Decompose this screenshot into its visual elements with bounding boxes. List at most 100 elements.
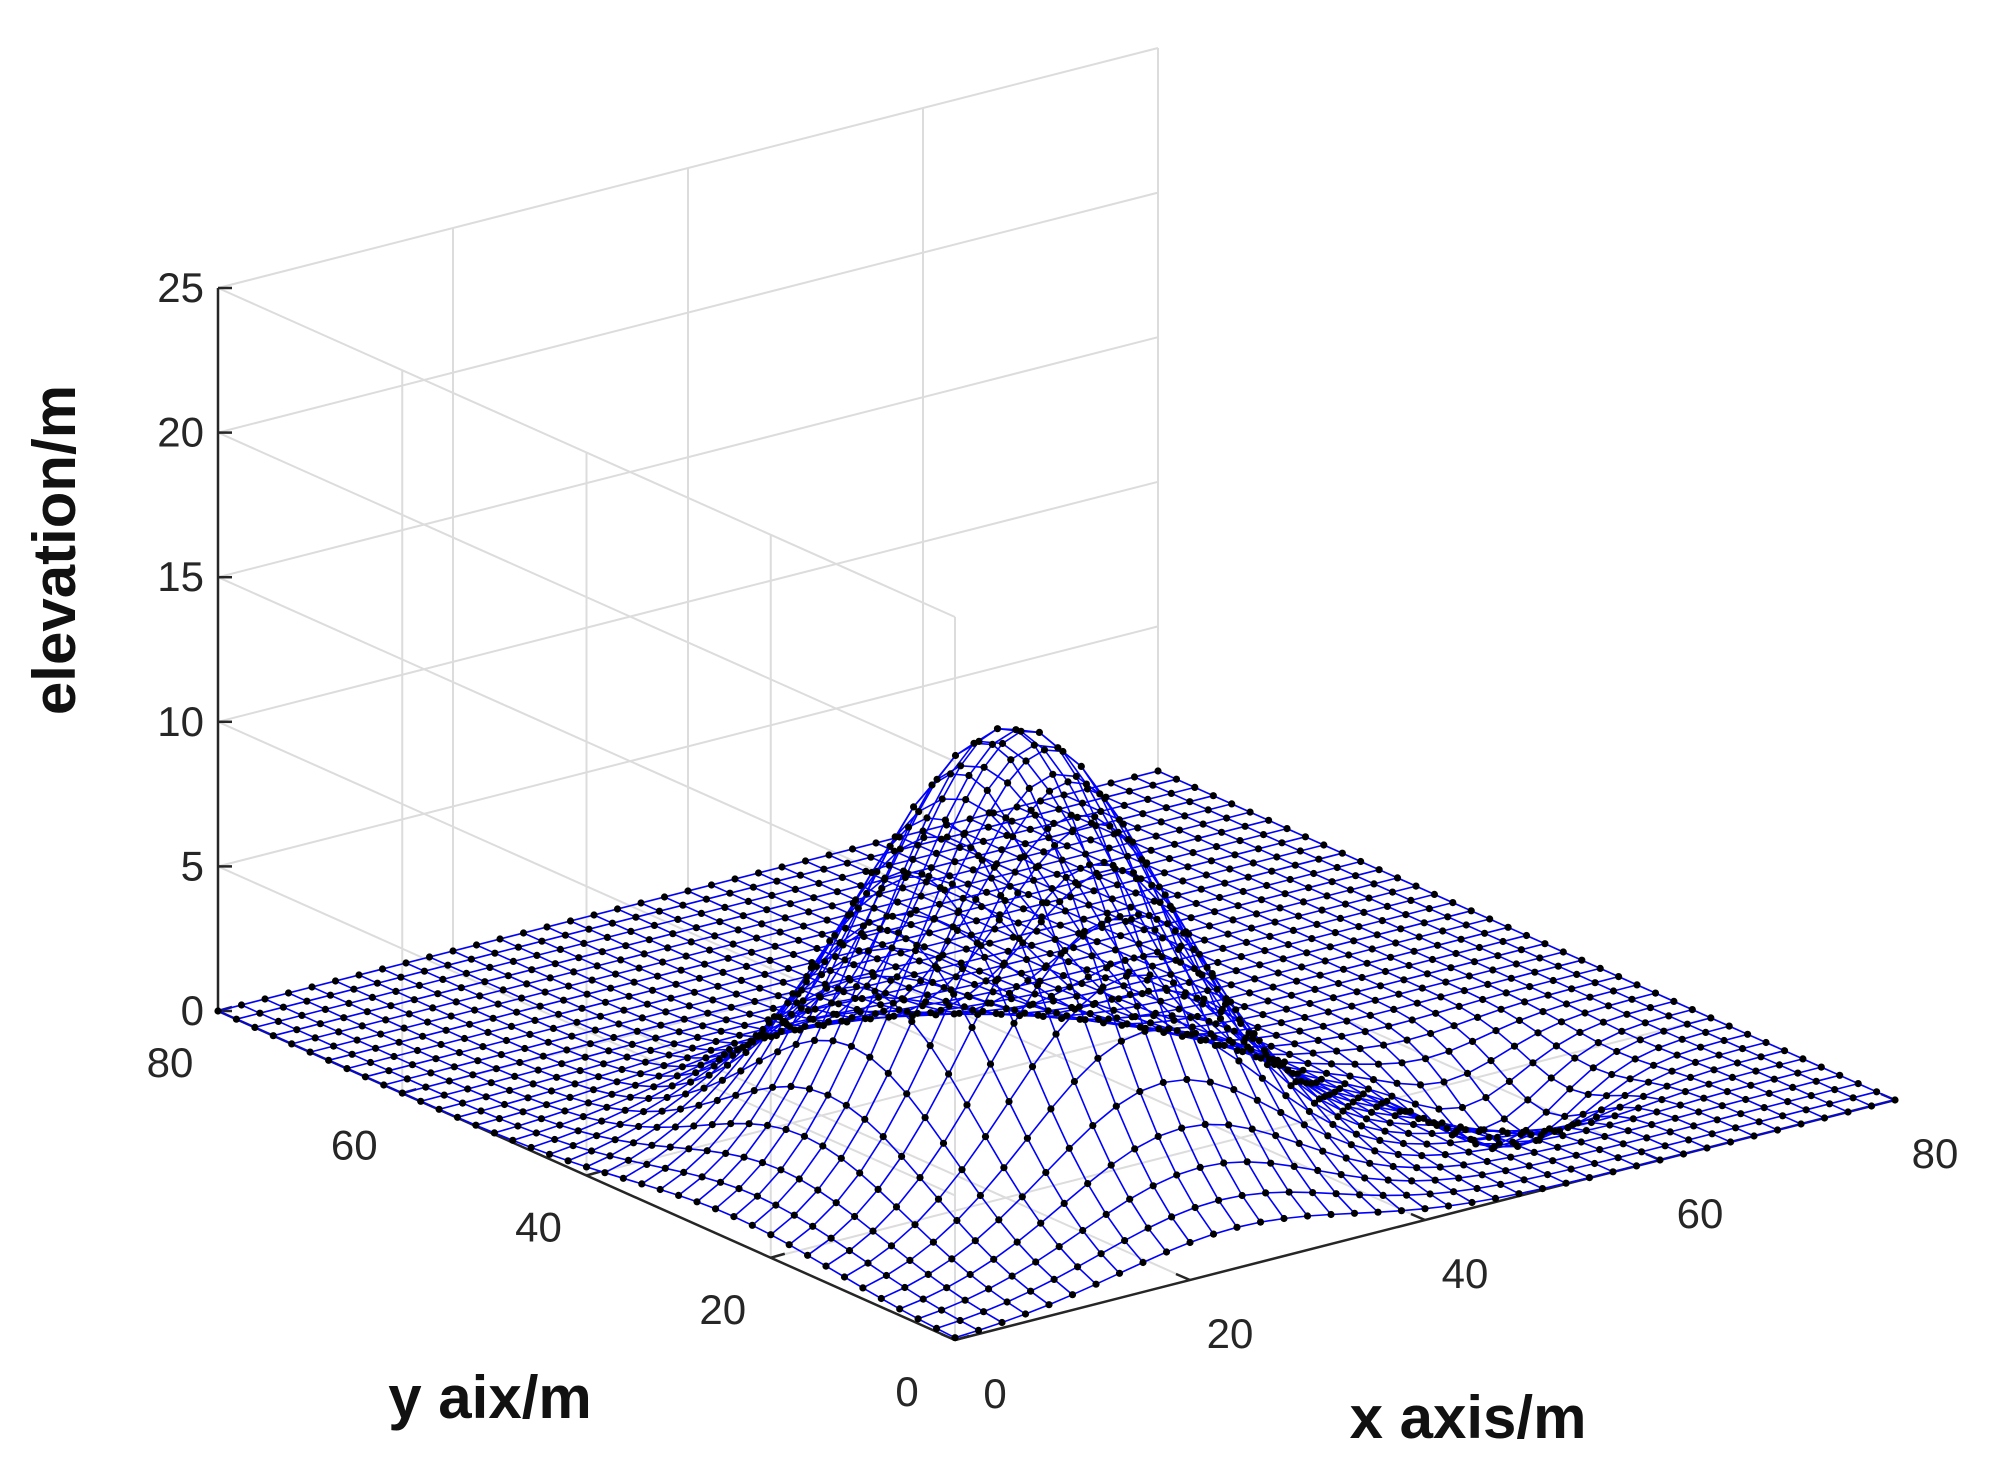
surface-point [1576, 1028, 1584, 1036]
surface-point [1515, 1016, 1524, 1024]
surface-point [988, 740, 997, 749]
surface-point [1410, 947, 1418, 955]
surface-point [1006, 882, 1014, 890]
surface-point [877, 1294, 885, 1303]
surface-point [718, 1076, 727, 1084]
surface-point [677, 966, 685, 974]
surface-point [1033, 927, 1041, 935]
surface-point [772, 1201, 780, 1209]
surface-point [588, 1147, 596, 1155]
surface-point [1266, 932, 1274, 941]
surface-point [1064, 958, 1073, 966]
surface-point [1673, 1051, 1681, 1059]
surface-point [1172, 775, 1180, 783]
surface-point [779, 1019, 787, 1027]
surface-point [1456, 1123, 1465, 1131]
surface-point [380, 1081, 388, 1089]
surface-markers [214, 725, 1899, 1342]
surface-point [1780, 1047, 1789, 1055]
surface-point [657, 1021, 665, 1029]
surface-point [889, 912, 897, 920]
surface-point [598, 1117, 606, 1125]
surface-point [1390, 1005, 1398, 1014]
surface-point [1398, 1059, 1406, 1067]
surface-point [906, 910, 915, 918]
surface-point [1700, 1094, 1708, 1102]
surface-point [1252, 1053, 1260, 1061]
surface-point [1603, 1092, 1611, 1100]
surface-point [911, 1221, 919, 1229]
surface-point [1373, 1103, 1381, 1111]
surface-point [1849, 1094, 1857, 1102]
surface-point [1393, 1079, 1401, 1087]
surface-point [929, 978, 937, 987]
y-tick-label: 0 [895, 1368, 918, 1415]
surface-point [1174, 891, 1182, 899]
surface-point [373, 979, 381, 987]
surface-point [566, 1093, 574, 1101]
surface-point [1400, 976, 1408, 984]
surface-point [817, 971, 826, 979]
surface-point [909, 855, 917, 864]
surface-point [668, 1082, 676, 1090]
surface-point [1157, 818, 1165, 826]
surface-point [1434, 941, 1442, 949]
surface-point [1440, 1078, 1448, 1086]
surface-point [937, 835, 946, 843]
surface-point [781, 914, 789, 922]
surface-point [1494, 952, 1502, 960]
surface-point [1757, 1053, 1765, 1061]
surface-point [507, 1022, 516, 1030]
surface-point [871, 1010, 880, 1018]
surface-point [1037, 1219, 1045, 1227]
surface-point [1200, 936, 1209, 944]
surface-point [1321, 957, 1329, 965]
surface-point [1497, 1180, 1505, 1188]
surface-point [636, 1070, 645, 1078]
surface-point [1676, 1101, 1684, 1109]
surface-point [1633, 981, 1641, 989]
surface-point [482, 1093, 490, 1101]
surface-point [735, 1185, 743, 1193]
surface-point [887, 1242, 896, 1250]
surface-point [848, 845, 857, 853]
surface-point [1055, 805, 1063, 813]
surface-point [514, 1122, 522, 1130]
surface-point [1531, 968, 1539, 976]
surface-point [439, 975, 447, 984]
surface-point [1210, 1033, 1218, 1041]
surface-point [886, 842, 894, 850]
surface-point [1707, 1014, 1715, 1022]
surface-point [655, 907, 664, 915]
surface-point [1163, 986, 1171, 995]
surface-point [1032, 863, 1040, 872]
surface-point [1457, 935, 1465, 943]
surface-point [1388, 1092, 1396, 1100]
surface-point [823, 984, 831, 992]
surface-point [875, 890, 883, 898]
surface-point [1386, 1119, 1394, 1127]
surface-point [1723, 1088, 1731, 1096]
surface-point [986, 1060, 995, 1068]
surface-point [343, 1065, 351, 1073]
surface-point [1087, 836, 1095, 844]
surface-point [551, 1135, 559, 1144]
surface-point [669, 930, 677, 938]
surface-point [1854, 1080, 1862, 1088]
surface-point [927, 864, 935, 872]
surface-point [321, 1005, 329, 1014]
surface-point [251, 1023, 259, 1031]
surface-point [776, 928, 784, 936]
surface-point [544, 1038, 552, 1046]
surface-point [1596, 1146, 1604, 1154]
surface-point [553, 1073, 561, 1081]
surface-point [867, 853, 875, 861]
surface-point [1022, 757, 1030, 765]
surface-point [869, 1227, 877, 1235]
surface-point [1364, 1085, 1372, 1093]
surface-point [1333, 863, 1341, 872]
surface-point [1256, 1218, 1265, 1226]
surface-point [964, 991, 972, 1000]
surface-point [747, 1037, 755, 1045]
surface-point [970, 739, 978, 747]
